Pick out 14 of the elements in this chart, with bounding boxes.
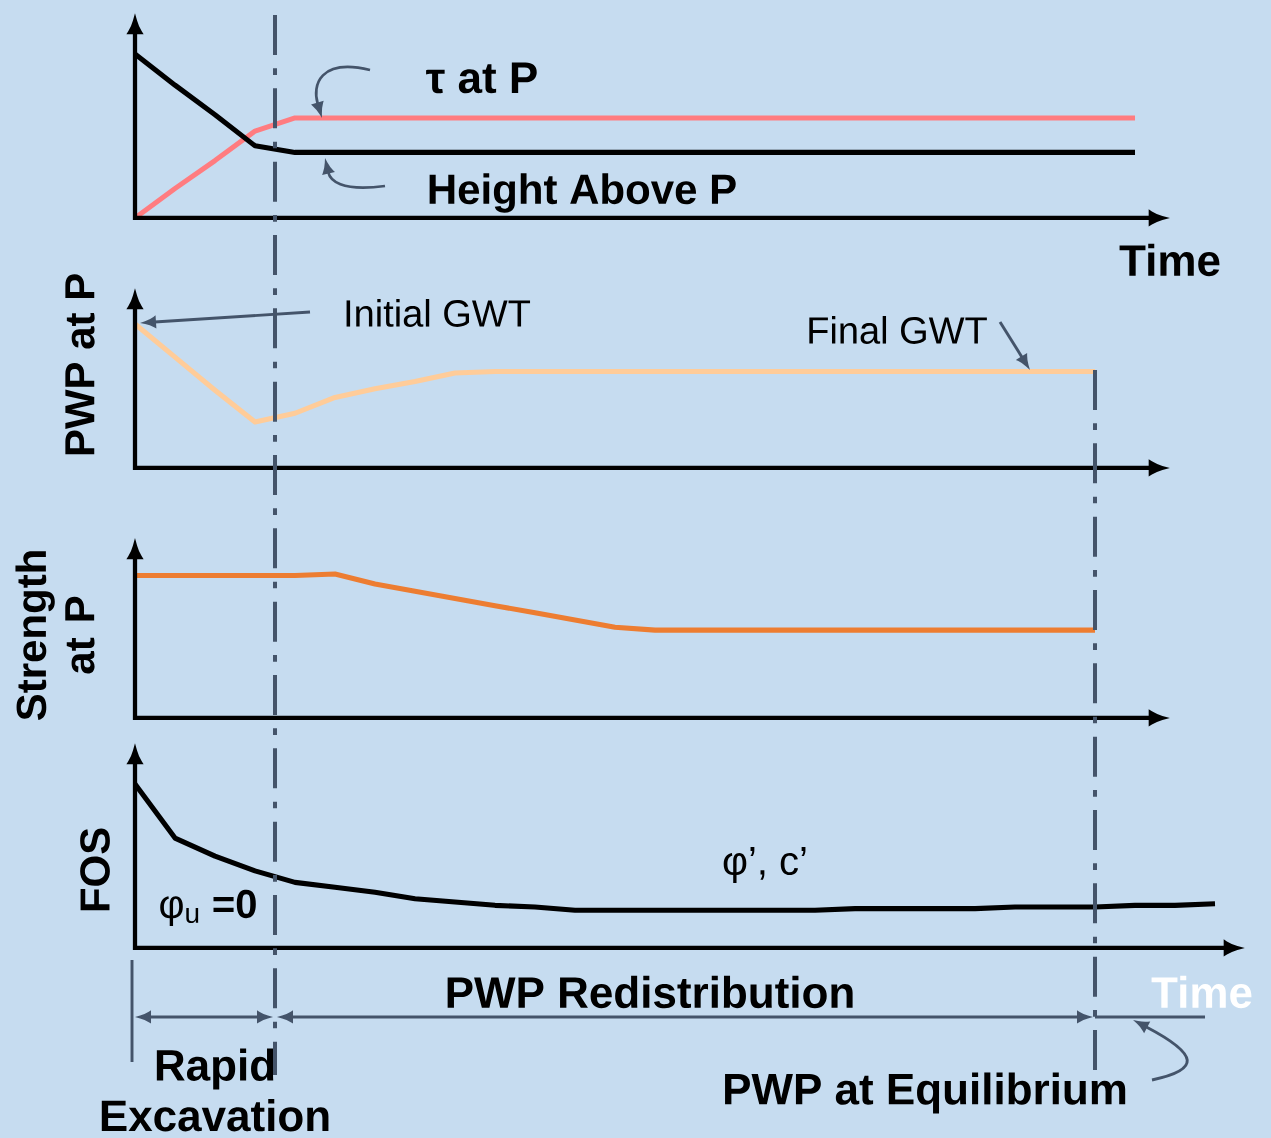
annotation: Initial GWT [346, 299, 531, 327]
text: PWP Redistribution [447, 975, 853, 1009]
series-label: Height Above P [429, 173, 736, 213]
annotation: Final GWT [809, 316, 987, 344]
y-axis-title: FOS [80, 828, 110, 911]
annotation: φ$_{u}$ =0 [160, 889, 256, 927]
y-axis-title: PWP at P [65, 274, 95, 455]
series-label: τ at P [426, 62, 537, 94]
x-axis-title: Time [1119, 243, 1220, 277]
text: PWP at Equilibrium [725, 1072, 1126, 1114]
annotation: φ’, c’ [723, 847, 806, 883]
y-axis-title: Strength at P [15, 551, 95, 721]
text: Rapid Excavation [101, 1048, 329, 1132]
x-axis-title: Time [1151, 975, 1252, 1009]
